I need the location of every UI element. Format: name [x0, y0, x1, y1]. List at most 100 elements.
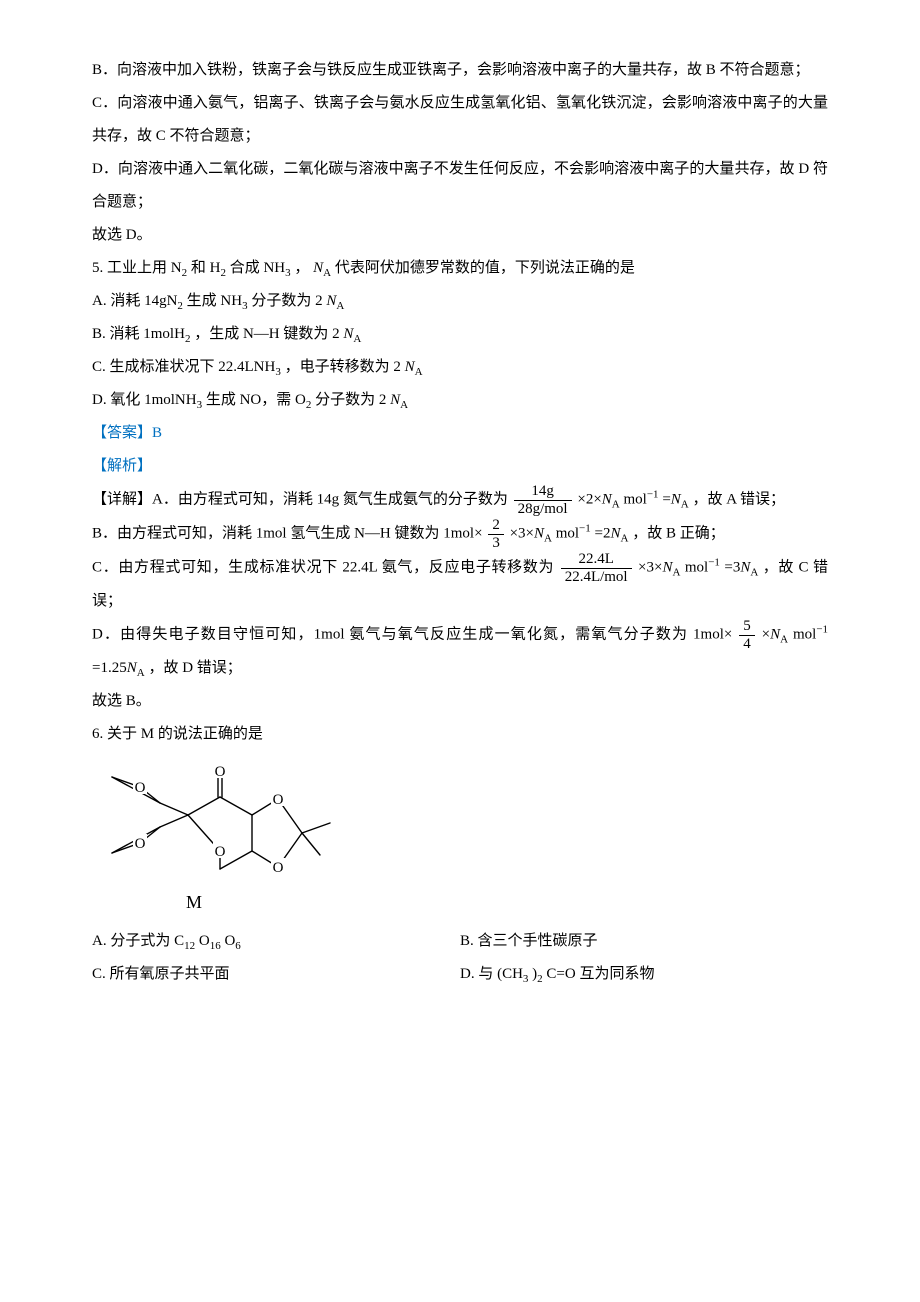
- text: mol: [685, 559, 708, 575]
- answer-label: 【答案】B: [92, 417, 828, 450]
- fraction: 22.4L22.4L/mol: [561, 551, 632, 585]
- subscript: A: [612, 498, 620, 510]
- paragraph: 故选 D。: [92, 219, 828, 252]
- text: N: [662, 559, 672, 575]
- subscript: 12: [184, 940, 195, 952]
- text: ×3×: [638, 559, 662, 575]
- superscript: −1: [708, 556, 720, 568]
- option-row: C. 所有氧原子共平面 D. 与 (CH3 )2 C=O 互为同系物: [92, 958, 828, 991]
- fraction: 23: [488, 517, 504, 551]
- text: 分子数为 2: [315, 392, 390, 408]
- numerator: 2: [488, 517, 504, 535]
- question-6-stem: 6. 关于 M 的说法正确的是: [92, 718, 828, 751]
- text: ，故 D 错误；: [148, 660, 241, 676]
- text: 合成 NH: [230, 260, 285, 276]
- text: N: [405, 359, 415, 375]
- numerator: 14g: [514, 483, 572, 501]
- text: N: [602, 491, 612, 507]
- text: 分子数为 2: [251, 293, 326, 309]
- subscript: 3: [242, 300, 248, 312]
- molecule-svg: OOOOOO: [102, 757, 342, 887]
- analysis-label: 【解析】: [92, 450, 828, 483]
- explanation: C．由方程式可知，生成标准状况下 22.4L 氨气，反应电子转移数为 22.4L…: [92, 551, 828, 618]
- option: D. 氧化 1molNH3 生成 NO，需 O2 分子数为 2 NA: [92, 384, 828, 417]
- text: B．由方程式可知，消耗 1mol 氢气生成 N—H 键数为 1mol×: [92, 525, 483, 541]
- denominator: 3: [488, 535, 504, 552]
- subscript: 2: [220, 267, 226, 279]
- text: B. 消耗 1molH: [92, 326, 185, 342]
- text: mol: [556, 525, 579, 541]
- text: mol: [793, 626, 816, 642]
- text: C. 生成标准状况下 22.4LNH: [92, 359, 275, 375]
- text: 【详解】A．由方程式可知，消耗 14g 氮气生成氨气的分子数为: [92, 491, 508, 507]
- explanation: D．由得失电子数目守恒可知，1mol 氨气与氧气反应生成一氧化氮，需氧气分子数为…: [92, 618, 828, 685]
- text: N: [313, 260, 323, 276]
- svg-text:O: O: [135, 780, 146, 796]
- subscript: A: [672, 566, 680, 578]
- subscript: A: [544, 532, 552, 544]
- text: 和 H: [191, 260, 221, 276]
- document-page: B．向溶液中加入铁粉，铁离子会与铁反应生成亚铁离子，会影响溶液中离子的大量共存，…: [0, 0, 920, 1302]
- text: A. 消耗 14gN: [92, 293, 177, 309]
- option: C. 所有氧原子共平面: [92, 958, 460, 991]
- subscript: 3: [285, 267, 291, 279]
- text: C=O 互为同系物: [546, 966, 654, 982]
- text: ，电子转移数为 2: [285, 359, 405, 375]
- molecule-figure: OOOOOO M: [102, 757, 828, 923]
- svg-text:O: O: [273, 792, 284, 808]
- denominator: 22.4L/mol: [561, 569, 632, 586]
- text: 代表阿伏加德罗常数的值，下列说法正确的是: [335, 260, 635, 276]
- text: N: [770, 626, 780, 642]
- text: N: [326, 293, 336, 309]
- subscript: A: [336, 300, 344, 312]
- subscript: 6: [235, 940, 241, 952]
- text: ，生成 N—H 键数为 2: [194, 326, 343, 342]
- text: D. 与 (CH: [460, 966, 523, 982]
- option: A. 分子式为 C12 O16 O6: [92, 925, 460, 958]
- svg-text:O: O: [135, 836, 146, 852]
- subscript: 16: [210, 940, 221, 952]
- text: N: [610, 525, 620, 541]
- numerator: 5: [739, 618, 755, 636]
- subscript: 2: [177, 300, 183, 312]
- svg-text:O: O: [273, 860, 284, 876]
- explanation: B．由方程式可知，消耗 1mol 氢气生成 N—H 键数为 1mol× 23 ×…: [92, 517, 828, 551]
- text: C．由方程式可知，生成标准状况下 22.4L 氨气，反应电子转移数为: [92, 559, 554, 575]
- subscript: 2: [185, 333, 191, 345]
- subscript: 3: [197, 399, 203, 411]
- molecule-label: M: [186, 883, 828, 923]
- subscript: A: [415, 366, 423, 378]
- text: N: [740, 559, 750, 575]
- subscript: A: [323, 267, 331, 279]
- subscript: A: [400, 399, 408, 411]
- text: =1.25: [92, 660, 127, 676]
- subscript: A: [353, 333, 361, 345]
- text: O: [199, 933, 210, 949]
- text: N: [390, 392, 400, 408]
- subscript: 3: [523, 973, 529, 985]
- denominator: 4: [739, 636, 755, 653]
- text: 5. 工业上用 N: [92, 260, 182, 276]
- svg-text:O: O: [215, 844, 226, 860]
- subscript: 2: [537, 973, 543, 985]
- text: ，: [294, 260, 309, 276]
- text: 生成 NO，需 O: [206, 392, 306, 408]
- text: ，故 B 正确；: [632, 525, 725, 541]
- option-row: A. 分子式为 C12 O16 O6 B. 含三个手性碳原子: [92, 925, 828, 958]
- superscript: −1: [647, 488, 659, 500]
- subscript: A: [621, 532, 629, 544]
- option: A. 消耗 14gN2 生成 NH3 分子数为 2 NA: [92, 285, 828, 318]
- numerator: 22.4L: [561, 551, 632, 569]
- text: ×3×: [510, 525, 534, 541]
- paragraph: D．向溶液中通入二氧化碳，二氧化碳与溶液中离子不发生任何反应，不会影响溶液中离子…: [92, 153, 828, 219]
- subscript: A: [780, 633, 788, 645]
- text: ×: [762, 626, 770, 642]
- text: N: [127, 660, 137, 676]
- text: ×2×: [577, 491, 601, 507]
- paragraph: B．向溶液中加入铁粉，铁离子会与铁反应生成亚铁离子，会影响溶液中离子的大量共存，…: [92, 54, 828, 87]
- subscript: 3: [275, 366, 281, 378]
- superscript: −1: [816, 623, 828, 635]
- text: N: [343, 326, 353, 342]
- subscript: 2: [182, 267, 188, 279]
- text: ，故 A 错误；: [693, 491, 786, 507]
